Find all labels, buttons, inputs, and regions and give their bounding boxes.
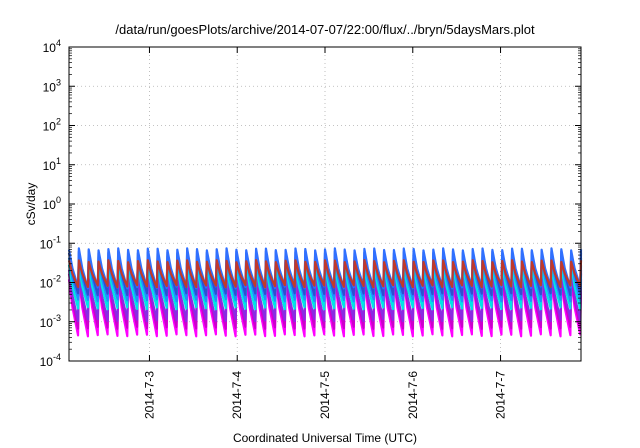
series-layer — [67, 247, 583, 338]
y-tick-base: 10 — [40, 355, 54, 369]
y-tick-label: 10-4 — [40, 352, 61, 369]
y-tick-base: 10 — [40, 277, 54, 291]
series-line — [67, 259, 583, 289]
y-tick-exponent: -1 — [53, 234, 61, 244]
y-tick-exponent: 3 — [56, 77, 61, 87]
y-tick-base: 10 — [40, 316, 54, 330]
y-tick-base: 10 — [43, 159, 57, 173]
y-tick-label: 103 — [43, 77, 61, 94]
y-tick-label: 102 — [43, 117, 61, 134]
y-tick-base: 10 — [43, 80, 57, 94]
y-tick-label: 104 — [43, 38, 61, 55]
y-tick-label: 100 — [43, 195, 61, 212]
chart-title: /data/run/goesPlots/archive/2014-07-07/2… — [115, 22, 535, 37]
y-tick-base: 10 — [43, 120, 57, 134]
x-tick-label: 2014-7-3 — [142, 371, 156, 419]
y-tick-exponent: 4 — [56, 38, 61, 48]
x-tick-label: 2014-7-7 — [494, 371, 508, 419]
x-tick-label: 2014-7-6 — [406, 371, 420, 419]
y-tick-label: 10-3 — [40, 313, 61, 330]
y-tick-exponent: -4 — [53, 352, 61, 362]
x-tick-label: 2014-7-4 — [230, 371, 244, 419]
y-tick-exponent: 2 — [56, 117, 61, 127]
y-tick-label: 10-2 — [40, 274, 61, 291]
y-tick-exponent: 1 — [56, 156, 61, 166]
y-tick-base: 10 — [43, 41, 57, 55]
x-axis-label: Coordinated Universal Time (UTC) — [233, 431, 417, 445]
y-tick-base: 10 — [40, 237, 54, 251]
y-tick-exponent: 0 — [56, 195, 61, 205]
y-tick-base: 10 — [43, 198, 57, 212]
x-axis: 2014-7-3 2014-7-4 2014-7-5 2014-7-6 2014-7-7 — [142, 47, 508, 419]
x-tick-label: 2014-7-5 — [318, 371, 332, 419]
y-axis-label: cSv/day — [24, 183, 38, 226]
y-tick-label: 10-1 — [40, 234, 61, 251]
y-tick-exponent: -3 — [53, 313, 61, 323]
y-tick-label: 101 — [43, 156, 61, 173]
y-tick-exponent: -2 — [53, 274, 61, 284]
